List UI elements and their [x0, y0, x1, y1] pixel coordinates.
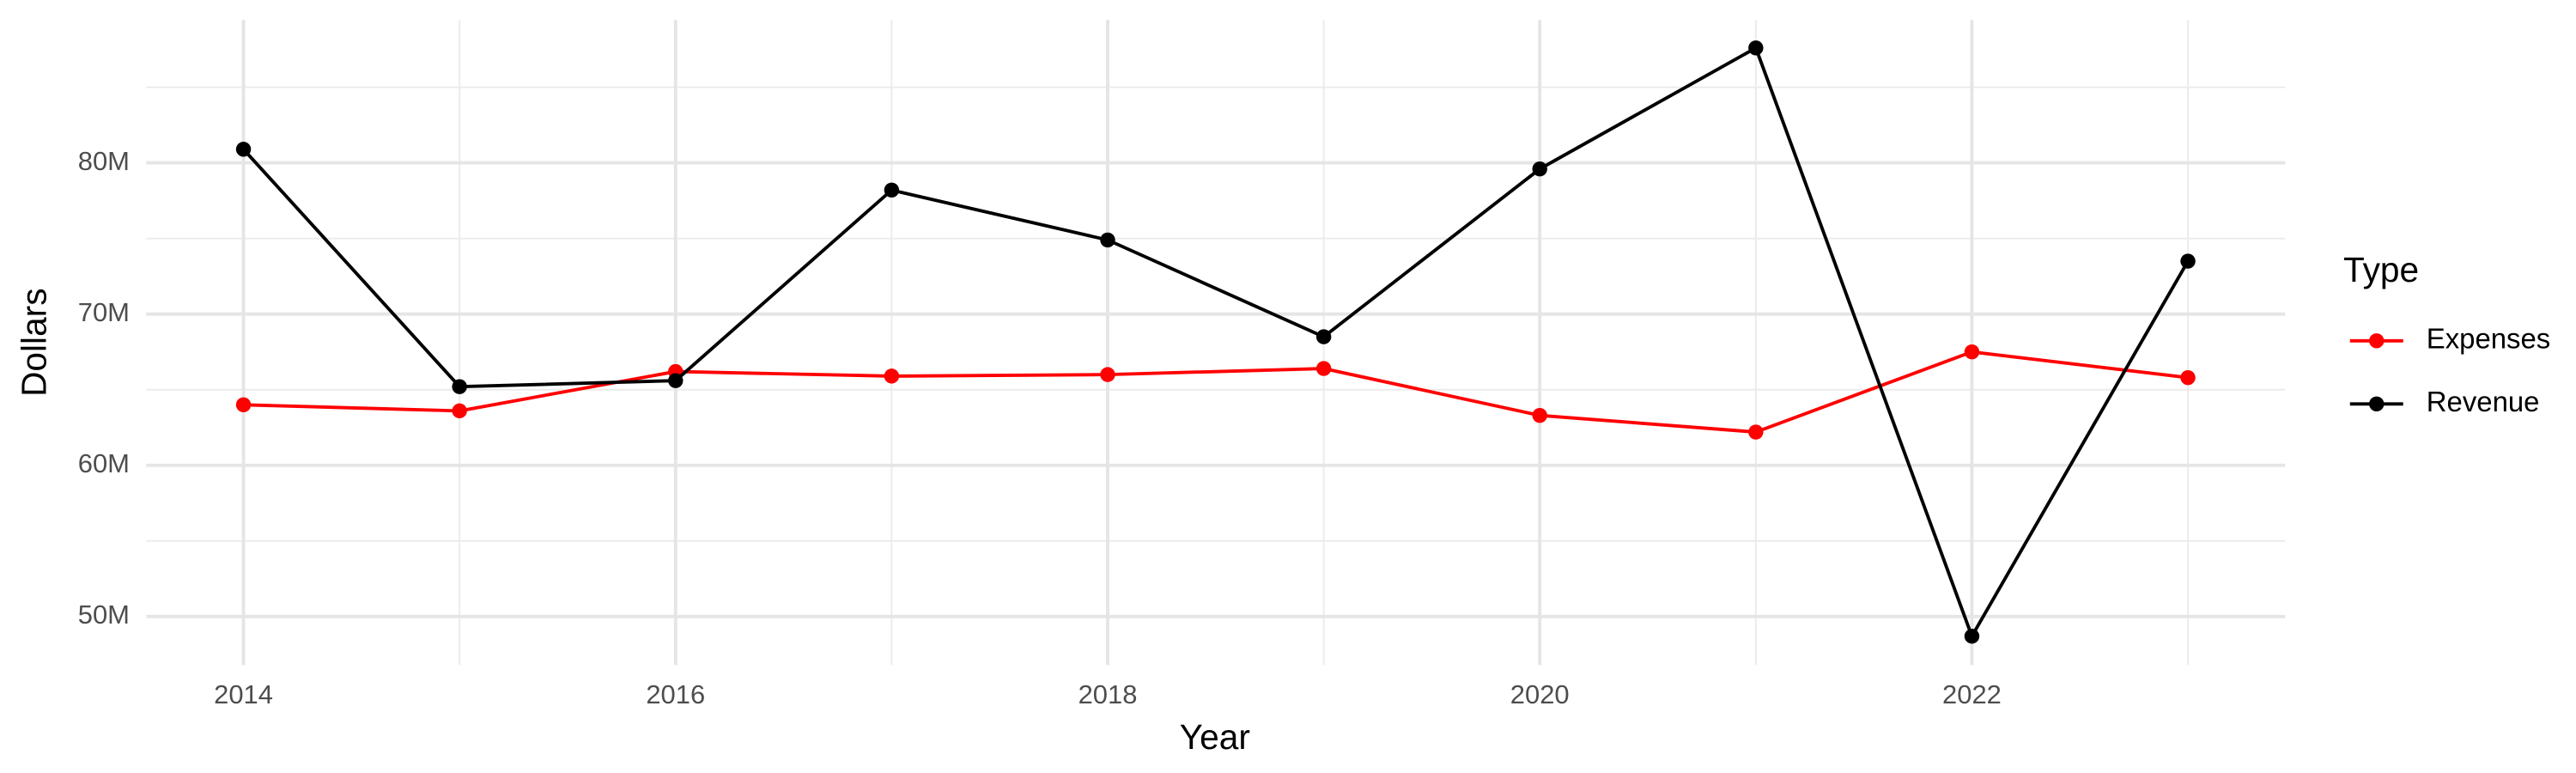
series-line — [242, 46, 2190, 641]
y-tick-label: 60M — [78, 448, 130, 478]
y-tick-label: 50M — [78, 600, 130, 630]
y-tick-label: 80M — [78, 146, 130, 176]
data-point — [1532, 161, 1547, 177]
grid — [146, 20, 2286, 666]
legend-swatch-point — [2369, 396, 2385, 412]
data-point — [235, 397, 252, 413]
data-point — [1100, 367, 1115, 382]
x-tick-label: 2016 — [646, 679, 705, 709]
x-tick-label: 2018 — [1078, 679, 1138, 709]
data-point — [1964, 344, 1980, 360]
data-point — [668, 373, 683, 388]
data-point — [1532, 407, 1547, 423]
legend-label: Revenue — [2427, 386, 2540, 417]
y-tick-label: 70M — [78, 297, 130, 327]
data-point — [452, 403, 467, 419]
data-point — [1964, 629, 1980, 644]
data-point — [884, 368, 900, 384]
data-point — [1100, 232, 1115, 248]
x-tick-label: 2020 — [1510, 679, 1570, 709]
legend-swatch-point — [2369, 333, 2385, 349]
legend-label: Expenses — [2427, 322, 2550, 354]
data-point — [1748, 40, 1764, 56]
data-point — [1748, 424, 1764, 440]
x-tick-label: 2022 — [1942, 679, 2002, 709]
x-tick-label: 2014 — [214, 679, 273, 709]
y-axis-title: Dollars — [14, 288, 53, 396]
data-point — [1315, 329, 1332, 344]
data-point — [1315, 361, 1332, 376]
legend-title: Type — [2343, 250, 2419, 289]
data-point — [884, 182, 900, 198]
x-axis-title: Year — [1180, 717, 1250, 757]
data-point — [452, 379, 467, 394]
data-point — [2180, 253, 2196, 269]
series-line — [243, 350, 2189, 434]
data-point — [235, 142, 252, 157]
data-point — [2180, 369, 2196, 386]
